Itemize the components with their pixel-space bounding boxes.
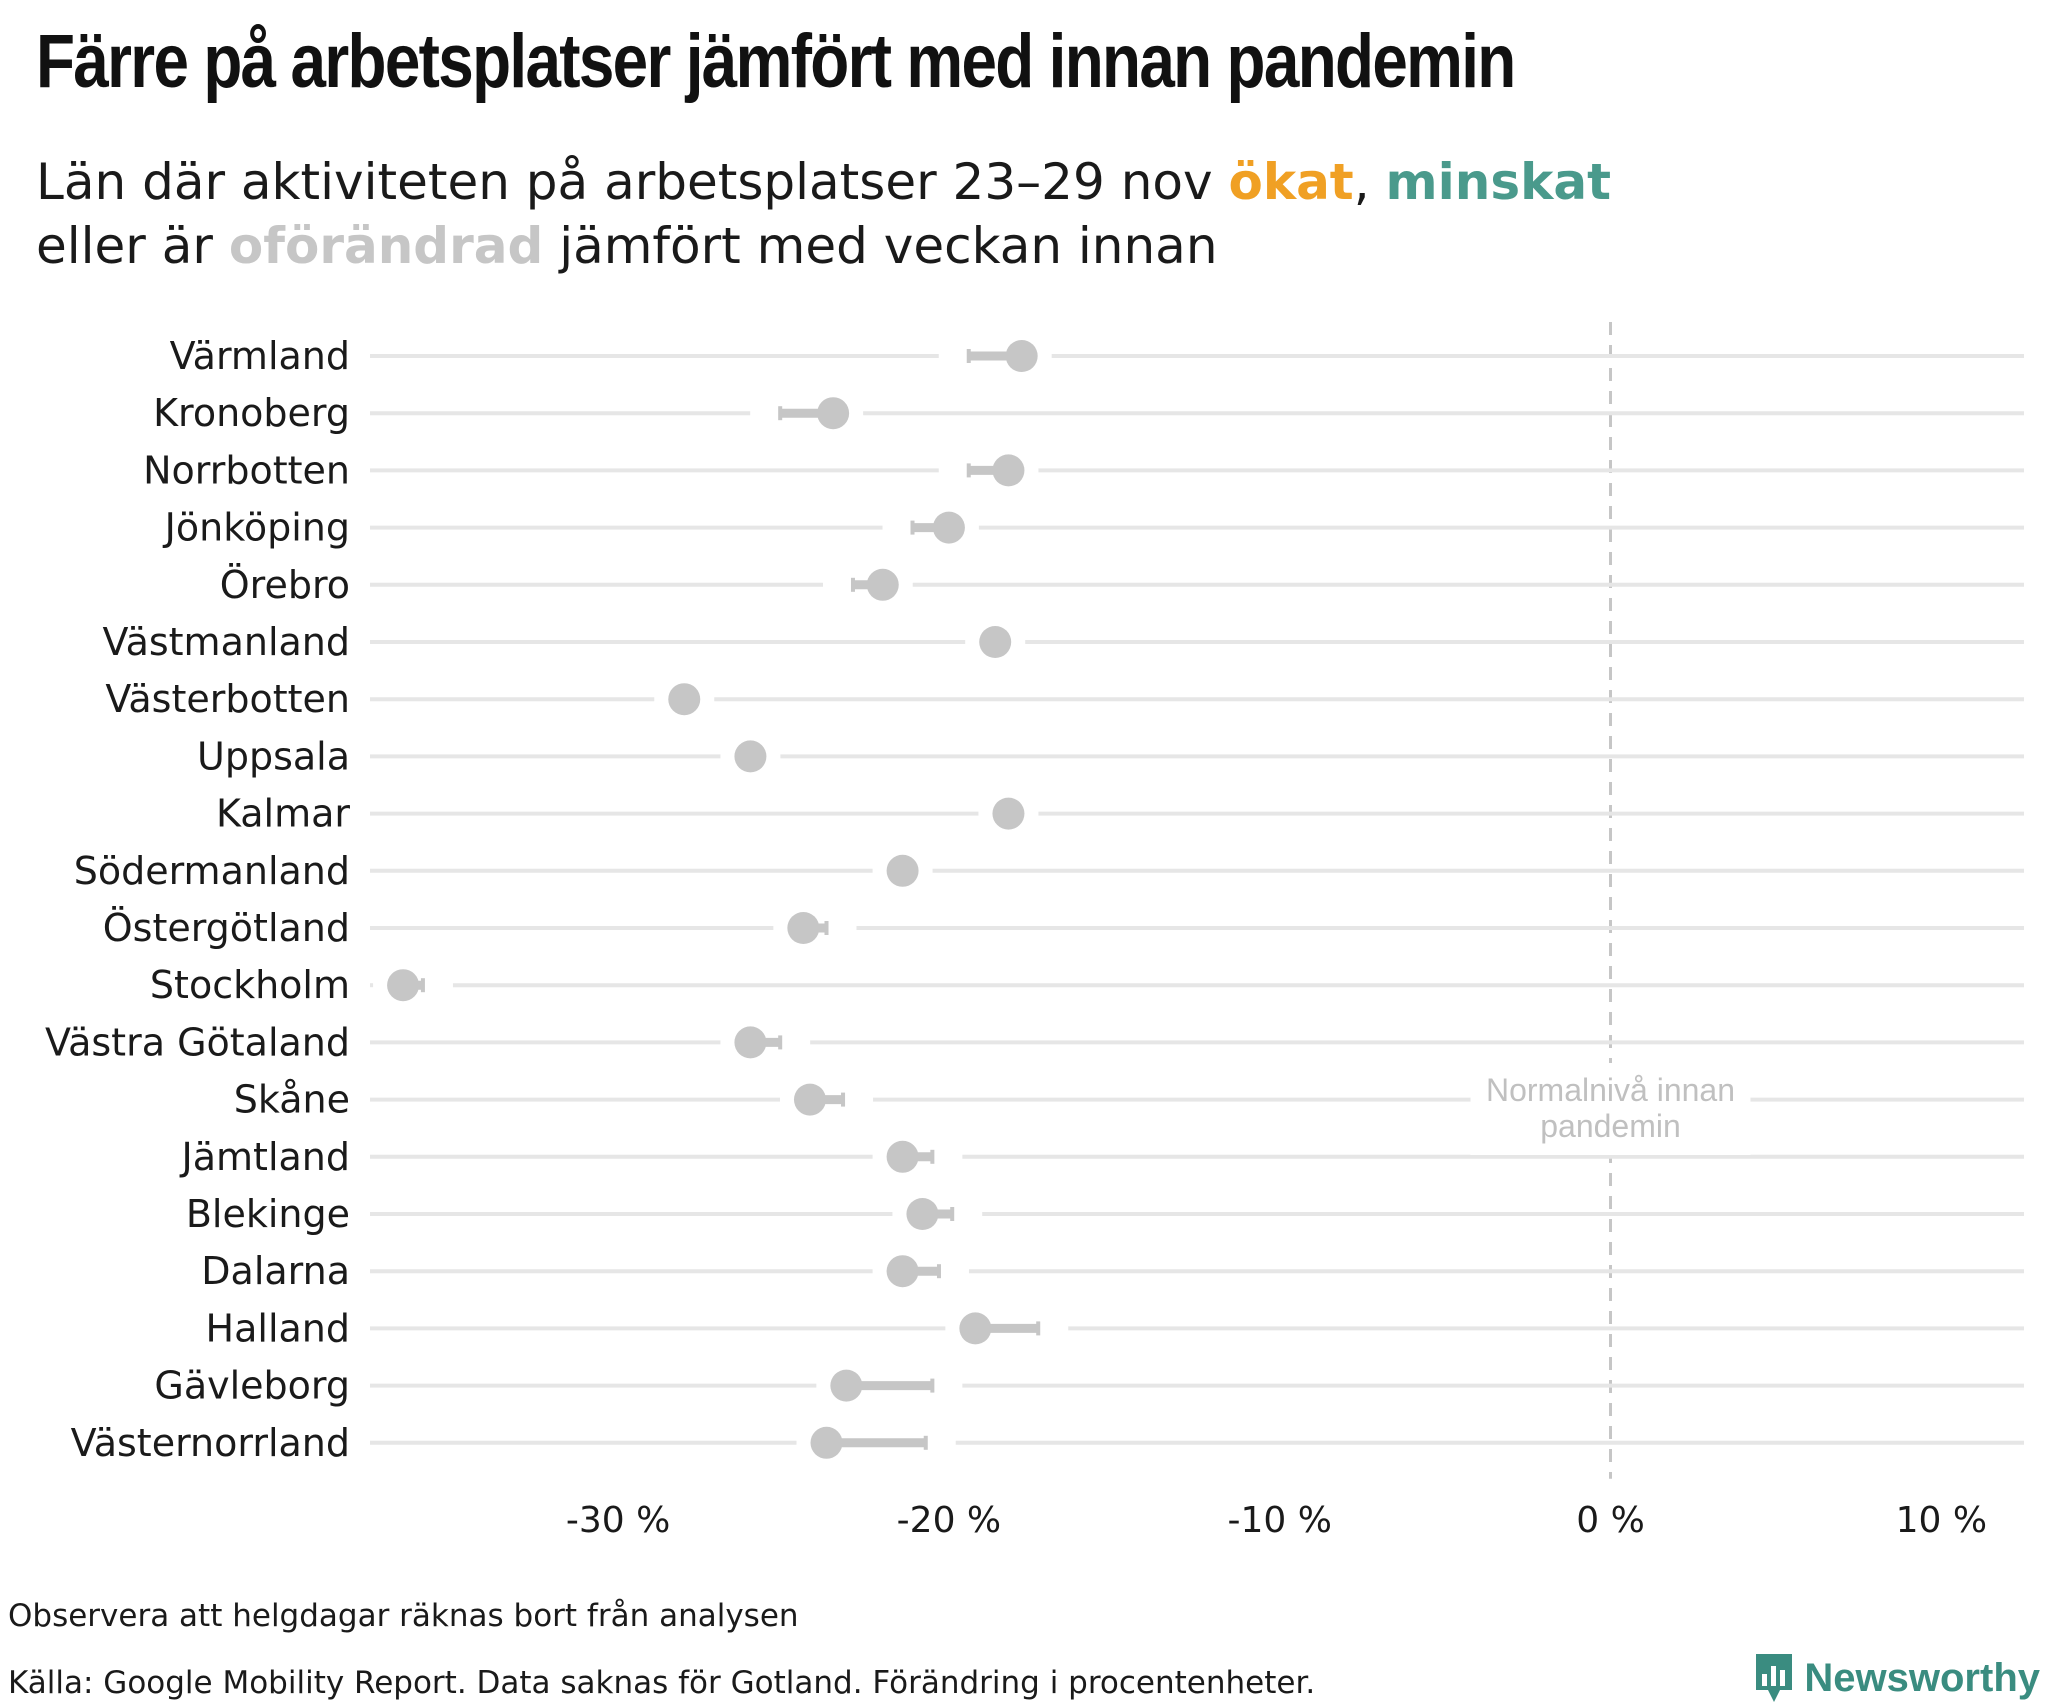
region-label: Gävleborg xyxy=(154,1364,350,1408)
legend-unchanged: oförändrad xyxy=(228,217,544,275)
region-label: Västerbotten xyxy=(105,677,350,721)
region-label: Blekinge xyxy=(186,1192,350,1236)
current-value-dot xyxy=(932,511,965,544)
subtitle-text-2: eller är xyxy=(36,217,229,275)
region-label: Norrbotten xyxy=(143,448,350,492)
previous-week-marker xyxy=(966,349,971,363)
previous-week-marker xyxy=(966,463,971,478)
current-value-dot xyxy=(992,797,1025,830)
previous-week-marker xyxy=(950,1207,955,1221)
subtitle-separator: , xyxy=(1353,153,1386,211)
region-label: Kalmar xyxy=(216,792,350,836)
previous-week-marker xyxy=(930,1149,935,1164)
current-value-dot xyxy=(886,1140,919,1173)
current-value-dot xyxy=(906,1198,939,1230)
previous-week-marker xyxy=(923,1435,928,1450)
previous-week-marker xyxy=(930,1378,935,1393)
region-label: Stockholm xyxy=(150,963,350,1007)
subtitle-text-3: jämfört med veckan innan xyxy=(543,217,1218,275)
region-label: Västernorrland xyxy=(71,1421,350,1465)
current-value-dot xyxy=(979,626,1012,658)
region-label: Kronoberg xyxy=(153,391,350,435)
region-label: Västra Götaland xyxy=(45,1020,350,1064)
previous-week-marker xyxy=(936,1264,941,1279)
subtitle-text: Län där aktiviteten på arbetsplatser 23–… xyxy=(36,153,1229,211)
current-value-dot xyxy=(992,454,1025,487)
reference-label: pandemin xyxy=(1540,1108,1681,1144)
region-label: Jämtland xyxy=(180,1135,350,1179)
legend-decreased: minskat xyxy=(1385,153,1612,211)
region-label: Dalarna xyxy=(201,1249,350,1293)
logo-text: Newsworthy xyxy=(1804,1655,2040,1700)
current-value-dot xyxy=(787,912,820,944)
source-note: Källa: Google Mobility Report. Data sakn… xyxy=(8,1665,1316,1701)
previous-week-marker xyxy=(778,1035,783,1050)
footnote: Observera att helgdagar räknas bort från… xyxy=(8,1598,799,1634)
current-value-dot xyxy=(734,740,767,773)
current-value-dot xyxy=(886,1255,919,1288)
previous-week-marker xyxy=(778,406,783,421)
current-value-dot xyxy=(734,1026,767,1059)
x-tick-label: -10 % xyxy=(1227,1500,1331,1541)
chart-title: Färre på arbetsplatser jämfört med innan… xyxy=(36,19,1516,104)
region-label: Södermanland xyxy=(74,849,350,893)
region-label: Halland xyxy=(206,1306,350,1350)
region-label: Uppsala xyxy=(197,734,350,778)
previous-week-marker xyxy=(841,1092,846,1107)
current-value-dot xyxy=(886,854,919,887)
region-label: Västmanland xyxy=(103,620,350,664)
current-value-dot xyxy=(793,1083,826,1116)
current-value-dot xyxy=(1005,340,1038,372)
x-tick-label: 0 % xyxy=(1576,1500,1645,1541)
previous-week-marker xyxy=(910,520,915,535)
region-label: Östergötland xyxy=(103,906,350,950)
x-tick-label: 10 % xyxy=(1896,1500,1987,1541)
current-value-dot xyxy=(668,683,701,716)
region-label: Örebro xyxy=(220,563,350,607)
current-value-dot xyxy=(810,1426,843,1459)
bar-chart-pin-icon xyxy=(1756,1654,1793,1702)
current-value-dot xyxy=(959,1312,992,1345)
x-tick-label: -20 % xyxy=(897,1500,1001,1541)
current-value-dot xyxy=(830,1369,863,1402)
region-label: Värmland xyxy=(170,334,350,378)
legend-increased: ökat xyxy=(1228,153,1354,211)
current-value-dot xyxy=(387,969,420,1002)
previous-week-marker xyxy=(1036,1321,1041,1336)
chart-subtitle: Län där aktiviteten på arbetsplatser 23–… xyxy=(36,150,2016,278)
previous-week-marker xyxy=(824,921,829,935)
region-label: Skåne xyxy=(234,1078,350,1122)
region-label: Jönköping xyxy=(163,506,350,550)
current-value-dot xyxy=(866,568,899,601)
reference-label: Normalnivå innan xyxy=(1486,1072,1735,1108)
x-tick-label: -30 % xyxy=(566,1500,670,1541)
current-value-dot xyxy=(817,397,850,430)
previous-week-marker xyxy=(850,577,855,592)
newsworthy-logo: Newsworthy xyxy=(1752,1652,2040,1704)
previous-week-marker xyxy=(420,978,425,993)
reference-label-background xyxy=(1470,1063,1751,1155)
